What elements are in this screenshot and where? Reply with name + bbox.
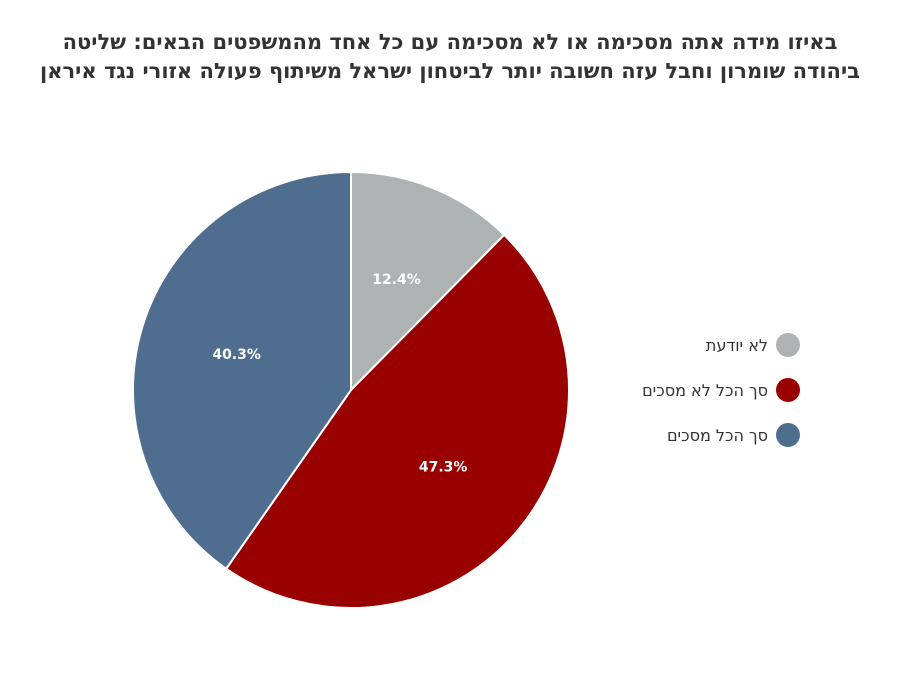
slice-agree[interactable]	[132, 171, 352, 570]
legend: לא יודעת סך הכל לא מסכים סך הכל מסכים	[600, 330, 800, 465]
legend-item-dont-know[interactable]: לא יודעת	[600, 330, 800, 360]
legend-item-agree[interactable]: סך הכל מסכים	[600, 420, 800, 450]
legend-swatch	[776, 333, 800, 357]
pie-data-labels: 12.4% 47.3% 40.3%	[212, 272, 467, 476]
legend-item-disagree[interactable]: סך הכל לא מסכים	[600, 375, 800, 405]
slice-dont-know[interactable]	[350, 171, 506, 391]
slice-disagree[interactable]	[225, 233, 570, 609]
chart-title-line-1: באיזו מידה אתה מסכימה או לא מסכימה עם כל…	[62, 30, 838, 54]
data-label-disagree: 47.3%	[419, 460, 468, 476]
legend-label: לא יודעת	[705, 335, 768, 355]
legend-label: סך הכל לא מסכים	[642, 380, 768, 400]
data-label-agree: 40.3%	[212, 347, 261, 363]
legend-swatch	[776, 423, 800, 447]
legend-label: סך הכל מסכים	[666, 425, 768, 445]
chart-title: באיזו מידה אתה מסכימה או לא מסכימה עם כל…	[20, 28, 880, 86]
legend-swatch	[776, 378, 800, 402]
pie-slices	[132, 171, 570, 609]
chart-title-line-2: ביהודה שומרון וחבל עזה חשובה יותר לביטחו…	[40, 59, 860, 83]
data-label-dont-know: 12.4%	[372, 272, 421, 288]
